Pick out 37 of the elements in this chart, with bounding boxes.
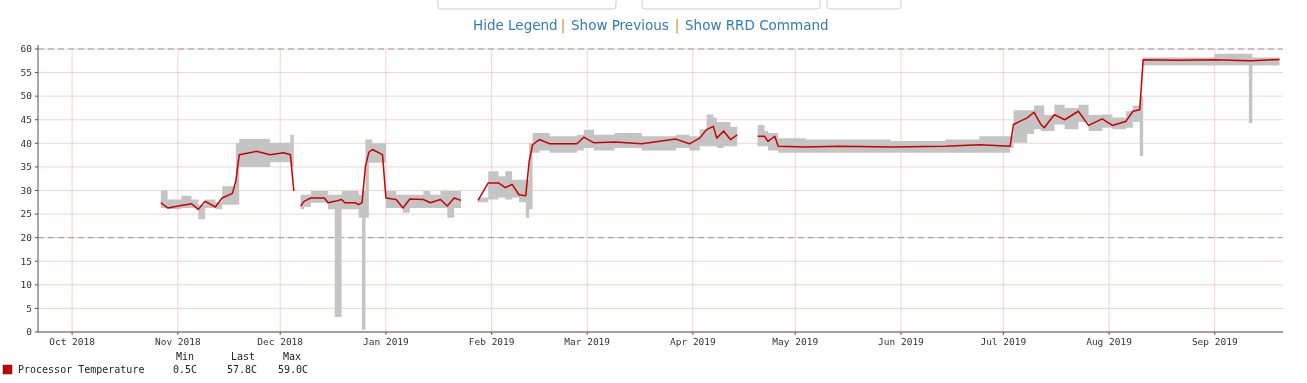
x-tick-label: Feb 2019 xyxy=(468,336,515,347)
y-tick-label: 35 xyxy=(20,161,32,173)
y-tick-label: 10 xyxy=(20,279,33,291)
legend-label: Processor Temperature xyxy=(18,364,145,375)
text: 57.8C xyxy=(226,364,257,375)
text: Min xyxy=(175,351,195,362)
y-tick-label: 55 xyxy=(20,66,32,78)
text: Max xyxy=(282,351,302,362)
text: | xyxy=(560,17,566,34)
y-tick-label: 15 xyxy=(20,255,32,267)
y-tick-label: 30 xyxy=(20,184,33,196)
y-tick-label: 25 xyxy=(20,208,32,220)
x-tick-label: Jun 2019 xyxy=(878,336,925,347)
text: Last xyxy=(230,351,256,362)
x-tick-label: Apr 2019 xyxy=(670,336,717,347)
y-tick-label: 0 xyxy=(26,326,33,338)
text: | xyxy=(674,17,680,34)
text: Hide Legend xyxy=(473,17,558,33)
y-tick-label: 5 xyxy=(26,302,32,314)
text: 59.0C xyxy=(277,364,308,375)
y-tick-label: 20 xyxy=(20,231,33,243)
x-tick-label: Dec 2018 xyxy=(257,336,304,347)
x-tick-label: Aug 2019 xyxy=(1086,336,1133,347)
x-tick-label: Jan 2019 xyxy=(363,336,410,347)
text: Show Previous xyxy=(571,17,669,33)
x-tick-label: May 2019 xyxy=(772,336,819,347)
text: Show RRD Command xyxy=(685,17,829,33)
x-tick-label: Mar 2019 xyxy=(564,336,611,347)
y-tick-label: 60 xyxy=(20,43,33,55)
x-tick-label: Oct 2018 xyxy=(49,336,96,347)
x-tick-label: Nov 2018 xyxy=(154,336,201,347)
x-tick-label: Sep 2019 xyxy=(1191,336,1238,347)
y-tick-label: 50 xyxy=(20,90,33,102)
text: 0.5C xyxy=(172,364,197,375)
x-tick-label: Jul 2019 xyxy=(980,336,1027,347)
y-tick-label: 40 xyxy=(20,137,33,149)
y-tick-label: 45 xyxy=(20,114,32,126)
